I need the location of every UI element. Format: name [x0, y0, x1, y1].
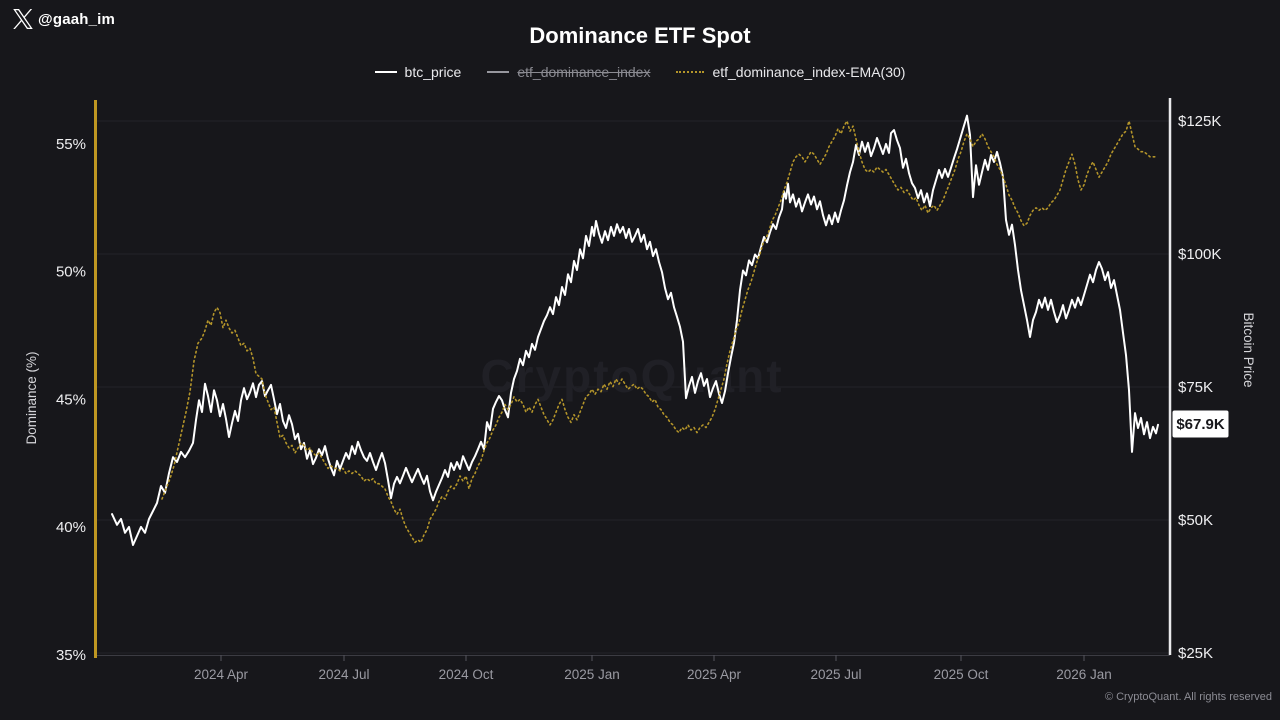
- ema-swatch-icon: [676, 71, 705, 73]
- legend-label: btc_price: [404, 64, 462, 80]
- svg-text:2025 Apr: 2025 Apr: [687, 667, 742, 682]
- left-axis-title: Dominance (%): [24, 351, 39, 444]
- left-axis-ticks: 55% 50% 45% 40% 35%: [56, 136, 86, 664]
- svg-text:$125K: $125K: [1178, 113, 1221, 130]
- x-axis-ticks: 2024 Apr 2024 Jul 2024 Oct 2025 Jan 2025 Apr…: [194, 655, 1112, 682]
- legend-label: etf_dominance_index: [517, 64, 651, 80]
- svg-text:2025 Oct: 2025 Oct: [934, 667, 989, 682]
- svg-text:$75K: $75K: [1178, 379, 1213, 396]
- svg-text:45%: 45%: [56, 391, 86, 408]
- legend: btc_price etf_dominance_index etf_domina…: [0, 64, 1280, 80]
- svg-text:$25K: $25K: [1178, 645, 1213, 662]
- right-axis-ticks: $125K $100K $75K $50K $25K: [1178, 113, 1221, 662]
- svg-text:$50K: $50K: [1178, 512, 1213, 529]
- copyright-attribution: © CryptoQuant. All rights reserved: [1104, 691, 1272, 703]
- last-value-badge: $67.9K: [1172, 410, 1229, 438]
- svg-text:50%: 50%: [56, 264, 86, 281]
- badge-text: $67.9K: [1176, 416, 1225, 433]
- svg-text:55%: 55%: [56, 136, 86, 153]
- svg-text:2024 Apr: 2024 Apr: [194, 667, 249, 682]
- account-handle[interactable]: @gaah_im: [13, 9, 115, 29]
- svg-text:35%: 35%: [56, 647, 86, 664]
- svg-text:$100K: $100K: [1178, 246, 1221, 263]
- svg-text:2025 Jan: 2025 Jan: [564, 667, 620, 682]
- etf-dominance-swatch-icon: [487, 71, 510, 73]
- gridlines: [96, 120, 1169, 654]
- handle-text: @gaah_im: [38, 10, 116, 28]
- btc-price-swatch-icon: [374, 71, 397, 73]
- legend-label: etf_dominance_index-EMA(30): [712, 64, 906, 80]
- svg-text:2026 Jan: 2026 Jan: [1056, 667, 1112, 682]
- svg-text:2025 Jul: 2025 Jul: [810, 667, 861, 682]
- x-logo-icon: [13, 9, 33, 29]
- plot-area[interactable]: [96, 100, 1170, 655]
- legend-item-btc-price[interactable]: btc_price: [374, 64, 462, 80]
- legend-item-etf-dominance-index[interactable]: etf_dominance_index: [487, 64, 650, 80]
- right-axis-title: Bitcoin Price: [1241, 312, 1256, 387]
- svg-text:2024 Oct: 2024 Oct: [439, 667, 494, 682]
- badge-background: [1172, 410, 1229, 438]
- chart-title: Dominance ETF Spot: [529, 23, 751, 48]
- legend-item-etf-dominance-ema[interactable]: etf_dominance_index-EMA(30): [676, 64, 905, 80]
- svg-text:40%: 40%: [56, 519, 86, 536]
- svg-text:2024 Jul: 2024 Jul: [318, 667, 369, 682]
- series-lines: [111, 114, 1159, 546]
